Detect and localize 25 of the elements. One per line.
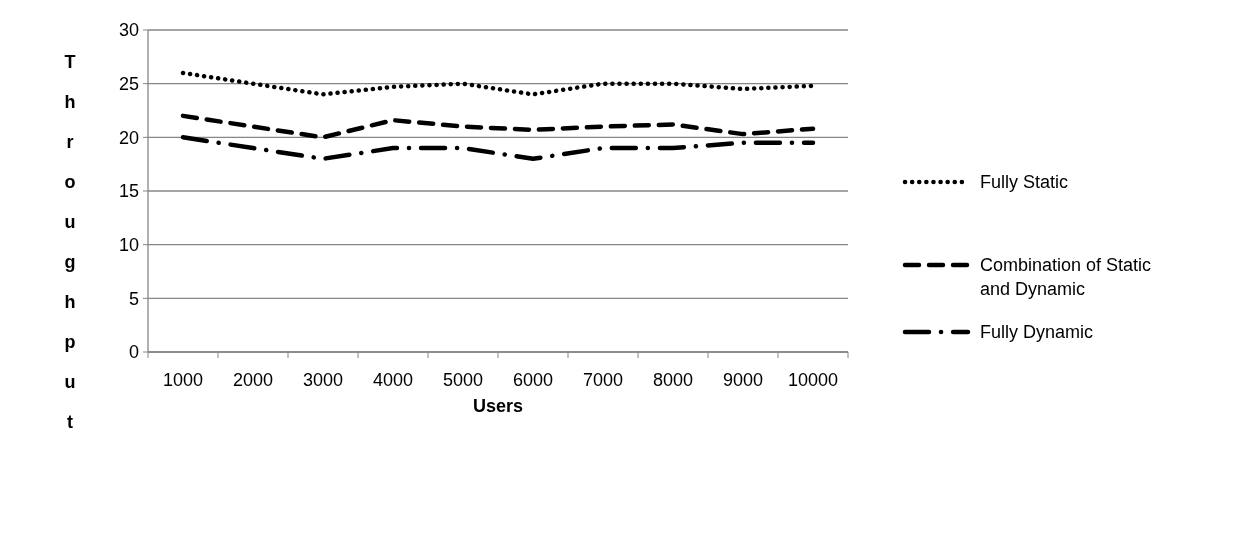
legend-label: Fully Dynamic [980,322,1094,343]
legend-label: Fully Static [980,172,1069,193]
y-tick-label: 15 [118,181,139,202]
line-series [180,113,816,140]
x-tick-label: 5000 [442,370,484,390]
x-tick-label: 3000 [302,370,344,390]
y-tick-label: 25 [118,73,139,94]
x-tick-label: 10000 [787,370,839,390]
x-tick-label: 1000 [162,370,204,390]
legend-label: Combination of Static and Dynamic [980,255,1152,299]
y-axis-title: Throughput [60,52,80,452]
x-tick-label: 2000 [232,370,274,390]
x-tick-label: 6000 [512,370,554,390]
line-series [180,135,816,162]
x-axis-title: Users [472,396,524,416]
y-tick-label: 5 [128,288,139,309]
y-tick-label: 20 [118,127,139,148]
x-tick-label: 8000 [652,370,694,390]
y-tick-label: 0 [128,342,139,363]
y-tick-label: 30 [118,20,139,41]
x-tick-label: 7000 [582,370,624,390]
x-tick-label: 9000 [722,370,764,390]
line-series [180,70,816,97]
y-tick-label: 10 [118,234,139,255]
x-tick-label: 4000 [372,370,414,390]
